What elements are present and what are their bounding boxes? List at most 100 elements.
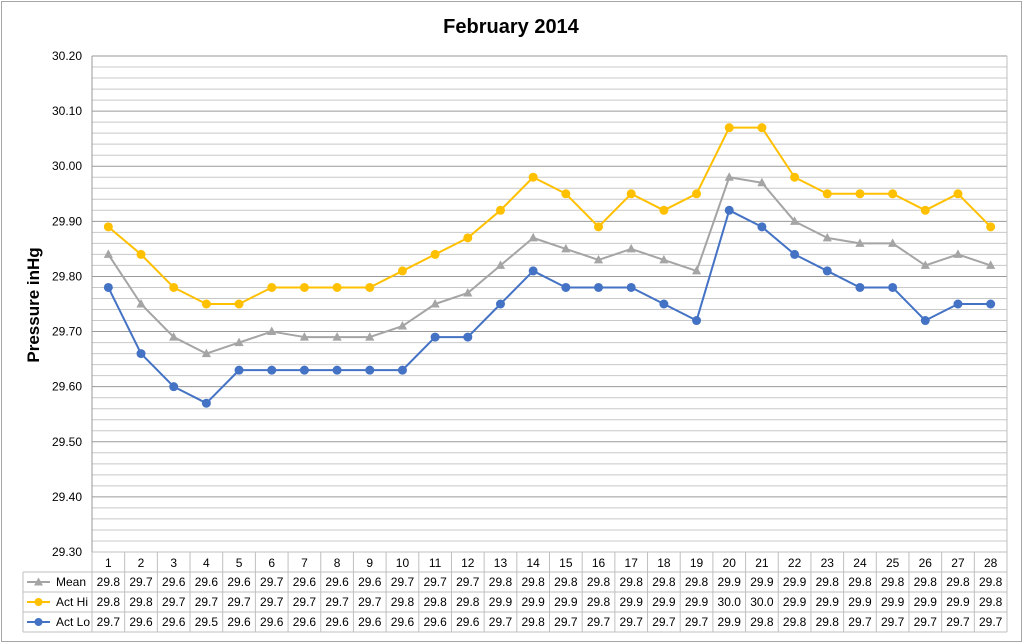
table-cell: 29.9 [946, 595, 970, 609]
data-point [234, 337, 244, 347]
table-cell: 29.5 [195, 615, 219, 629]
x-category-label: 1 [105, 556, 112, 570]
x-category-label: 9 [366, 556, 373, 570]
table-cell: 29.6 [293, 615, 317, 629]
table-cell: 29.9 [848, 595, 872, 609]
table-cell: 29.8 [750, 615, 774, 629]
y-axis-ticks: 29.30 29.40 29.50 29.60 29.70 29.80 29.90 30.00… [52, 49, 82, 559]
x-category-label: 19 [690, 556, 704, 570]
table-cell: 29.7 [620, 615, 644, 629]
data-point [855, 282, 865, 292]
table-cell: 29.7 [685, 615, 709, 629]
series-act-lo [103, 205, 996, 408]
table-cell: 29.6 [456, 615, 480, 629]
x-category-label: 18 [657, 556, 671, 570]
data-point [888, 238, 898, 247]
data-point [561, 282, 571, 292]
table-cell: 29.8 [816, 615, 840, 629]
table-cell: 29.8 [979, 575, 1003, 589]
x-category-label: 11 [429, 556, 442, 570]
table-cell: 29.9 [685, 595, 709, 609]
table-cell: 29.7 [914, 615, 938, 629]
x-category-label: 10 [396, 556, 410, 570]
data-point [169, 332, 179, 341]
table-cell: 29.8 [521, 575, 545, 589]
table-cell: 29.7 [946, 615, 970, 629]
table-cell: 29.7 [489, 615, 513, 629]
x-category-label: 23 [821, 556, 835, 570]
legend-entry: Act Lo [56, 615, 90, 629]
data-point [528, 172, 538, 182]
x-category-label: 7 [301, 556, 308, 570]
y-tick-label: 29.30 [52, 545, 82, 559]
table-cell: 30.0 [750, 595, 774, 609]
y-tick-label: 30.20 [52, 49, 82, 63]
table-cell: 29.6 [325, 615, 349, 629]
data-point [299, 332, 310, 341]
table-cell: 29.6 [260, 615, 284, 629]
table-cell: 29.8 [979, 595, 1003, 609]
data-point [790, 249, 800, 259]
table-cell: 29.7 [587, 615, 611, 629]
table-cell: 29.8 [391, 595, 415, 609]
data-point [888, 282, 898, 292]
x-category-label: 4 [203, 556, 210, 570]
data-point [757, 123, 767, 133]
data-point [855, 189, 865, 199]
y-axis-label: Pressure inHg [24, 247, 43, 362]
data-point [953, 249, 963, 258]
table-cell: 29.8 [587, 575, 611, 589]
table-cell: 29.6 [391, 615, 415, 629]
x-category-label: 3 [170, 556, 177, 570]
data-point [463, 233, 473, 243]
data-point [430, 249, 440, 259]
legend-key-marker [34, 577, 43, 586]
table-cell: 29.8 [587, 595, 611, 609]
data-point [201, 398, 211, 408]
table-cell: 29.9 [554, 595, 578, 609]
table-cell: 29.9 [750, 575, 774, 589]
table-cell: 29.7 [358, 595, 382, 609]
data-point [659, 299, 669, 309]
table-cell: 29.6 [162, 615, 186, 629]
data-point [234, 365, 244, 375]
data-point [103, 222, 113, 232]
data-point [659, 254, 669, 264]
table-cell: 29.7 [162, 595, 186, 609]
table-cell: 29.9 [783, 575, 807, 589]
table-cell: 29.7 [423, 575, 447, 589]
data-point [691, 265, 702, 275]
data-point [692, 316, 702, 326]
table-cell: 29.9 [521, 595, 545, 609]
data-point [822, 266, 832, 276]
table-cell: 29.9 [652, 595, 676, 609]
x-category-label: 27 [951, 556, 965, 570]
table-cell: 29.9 [914, 595, 938, 609]
table-cell: 29.8 [783, 615, 807, 629]
data-point [822, 232, 832, 242]
table-cell: 29.9 [489, 595, 513, 609]
table-cell: 29.8 [456, 595, 480, 609]
x-category-label: 26 [919, 556, 933, 570]
data-point [986, 260, 996, 269]
table-cell: 29.8 [946, 575, 970, 589]
data-point [103, 249, 113, 258]
x-category-label: 28 [984, 556, 998, 570]
table-cell: 29.8 [652, 575, 676, 589]
x-category-label: 6 [268, 556, 275, 570]
legend-key-marker [34, 598, 43, 606]
data-point [201, 348, 211, 358]
series-line [107, 176, 991, 355]
data-point [201, 299, 211, 309]
series-act-hi [103, 123, 996, 309]
table-cell: 29.8 [848, 575, 872, 589]
data-point [594, 222, 604, 232]
y-tick-label: 29.40 [52, 490, 82, 504]
data-point [626, 243, 636, 253]
data-point [463, 332, 473, 342]
data-point [169, 282, 179, 292]
data-point [397, 365, 407, 375]
series-line [107, 209, 991, 405]
